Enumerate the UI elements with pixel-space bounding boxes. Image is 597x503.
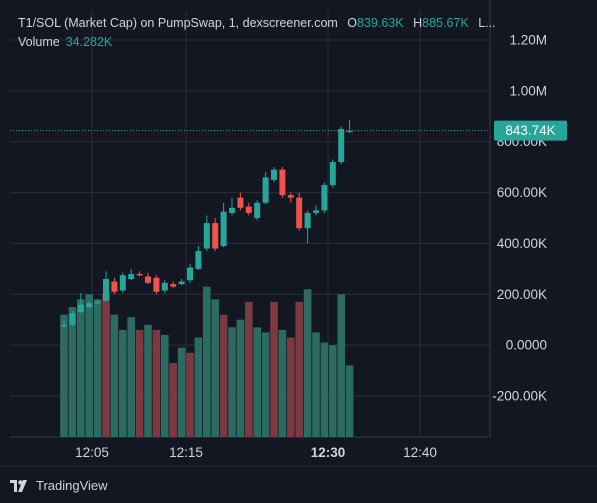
candle-body xyxy=(245,206,252,213)
volume-bar xyxy=(253,327,261,437)
candle-body xyxy=(313,210,319,213)
volume-bar xyxy=(303,289,312,437)
candle-body xyxy=(170,284,177,287)
volume-bar xyxy=(77,299,85,437)
candle-body xyxy=(61,324,67,327)
volume-bar xyxy=(219,314,228,437)
candle-body xyxy=(195,251,202,269)
candle-body xyxy=(329,162,336,185)
volume-bar xyxy=(203,286,211,437)
candle-body xyxy=(187,267,193,281)
volume-bar xyxy=(320,342,329,437)
price-tick-label: 1.20M xyxy=(509,33,547,48)
candle-body xyxy=(161,282,168,291)
current-price-label: 843.74K xyxy=(505,123,555,138)
candle-body xyxy=(128,273,135,280)
volume-bar xyxy=(337,294,345,437)
time-tick-label: 12:15 xyxy=(169,445,203,460)
volume-bar xyxy=(60,314,68,437)
volume-bar xyxy=(68,307,77,437)
legend-volume-row: Volume 34.282K xyxy=(18,33,496,52)
volume-bar xyxy=(110,314,119,437)
price-tick-label: 200.00K xyxy=(497,287,547,302)
high-key: H xyxy=(413,16,423,30)
volume-bar xyxy=(152,329,161,437)
candle-body xyxy=(77,304,84,313)
price-tick-label: 400.00K xyxy=(497,236,547,251)
candle-body xyxy=(321,184,328,211)
volume-bar xyxy=(278,329,287,437)
candle-body xyxy=(178,281,185,285)
time-tick-label: 12:30 xyxy=(311,445,346,460)
candle-body xyxy=(279,169,286,196)
symbol-title: T1/SOL (Market Cap) on PumpSwap, 1, dexs… xyxy=(18,16,338,30)
legend-more: L... xyxy=(478,16,496,30)
volume-bar xyxy=(144,324,152,437)
volume-bar xyxy=(295,301,303,437)
volume-bar xyxy=(186,352,194,437)
high-value: 885.67K xyxy=(422,16,469,30)
chart-legend: T1/SOL (Market Cap) on PumpSwap, 1, dexs… xyxy=(18,14,496,52)
candle-body xyxy=(229,207,235,213)
brand-label: TradingView xyxy=(36,478,108,493)
volume-value: 34.282K xyxy=(65,35,113,49)
candle-body xyxy=(296,197,303,229)
candle-body xyxy=(271,169,277,180)
candle-body xyxy=(111,281,118,292)
volume-bar xyxy=(261,332,270,437)
volume-bar xyxy=(119,329,127,437)
volume-label: Volume xyxy=(18,35,60,49)
volume-bar xyxy=(228,327,236,437)
time-tick-label: 12:40 xyxy=(403,445,437,460)
volume-bar xyxy=(177,347,186,437)
volume-bar xyxy=(161,334,169,437)
volume-bar xyxy=(287,337,295,437)
price-tick-label: 0.0000 xyxy=(506,338,547,353)
candle-body xyxy=(237,197,244,208)
candle-body xyxy=(94,301,101,304)
volume-bar xyxy=(312,332,320,437)
candle-body xyxy=(212,223,219,249)
candle-body xyxy=(346,130,353,133)
candle-body xyxy=(338,129,345,163)
volume-bar xyxy=(194,337,203,437)
volume-bar xyxy=(236,319,245,437)
candle-body xyxy=(304,212,311,229)
volume-bar xyxy=(345,365,354,437)
candle-body xyxy=(136,273,143,276)
volume-bar xyxy=(211,299,219,437)
candle-body xyxy=(254,202,261,218)
candle-body xyxy=(262,177,269,203)
open-value: 839.63K xyxy=(357,16,404,30)
candle-body xyxy=(220,211,227,246)
candle-body xyxy=(119,275,126,291)
volume-bar xyxy=(127,317,135,437)
price-tick-label: 600.00K xyxy=(497,185,547,200)
volume-bar xyxy=(270,301,278,437)
volume-bar xyxy=(169,362,177,437)
candle-body xyxy=(103,279,109,301)
volume-bar xyxy=(85,294,93,437)
candle-body xyxy=(287,195,294,198)
candle-body xyxy=(153,277,160,292)
price-tick-label: -200.00K xyxy=(492,389,547,404)
volume-bar xyxy=(245,301,253,437)
legend-title-row: T1/SOL (Market Cap) on PumpSwap, 1, dexs… xyxy=(18,14,496,33)
candle-body xyxy=(203,223,210,249)
candle-body xyxy=(69,313,76,325)
price-tick-label: 1.00M xyxy=(509,83,547,98)
candle-body xyxy=(86,303,93,307)
tradingview-icon xyxy=(10,479,27,492)
volume-bar xyxy=(135,329,144,437)
volume-bar xyxy=(329,345,337,437)
open-key: O xyxy=(347,16,358,30)
volume-bar xyxy=(102,294,110,437)
candle-body xyxy=(145,276,151,283)
tradingview-logo[interactable]: TradingView xyxy=(10,478,108,493)
time-tick-label: 12:05 xyxy=(75,445,109,460)
current-price-tag xyxy=(494,120,567,141)
volume-bar xyxy=(93,299,102,437)
